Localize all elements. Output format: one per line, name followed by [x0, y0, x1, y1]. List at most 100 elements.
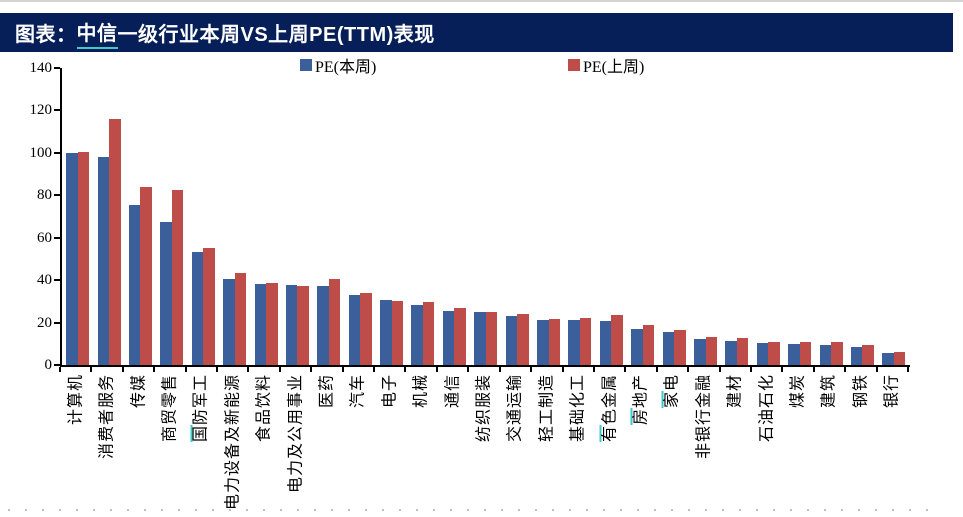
bar-pe-this-week	[191, 251, 204, 365]
bar-pe-this-week	[160, 222, 172, 365]
bar-pe-this-week	[223, 279, 235, 365]
bar-pe-this-week	[97, 156, 110, 365]
bar-pe-last-week	[77, 152, 90, 365]
chart-title-link[interactable]: 中信	[76, 17, 118, 49]
chart-title-prefix: 图表：	[15, 24, 77, 46]
bar-series-container	[62, 68, 910, 365]
bar-pe-last-week	[579, 317, 592, 365]
bar-pe-last-week	[517, 313, 529, 365]
y-axis-label: 20	[37, 314, 52, 331]
x-axis-label: 房地产	[630, 374, 650, 426]
x-axis-label: 家电	[661, 374, 681, 409]
bar-group	[753, 68, 784, 365]
bar-group	[533, 68, 564, 365]
bar-pe-last-week	[203, 247, 215, 365]
bar-pe-this-week	[317, 285, 329, 365]
x-axis-tick	[247, 367, 250, 372]
x-axis-label: 轻工制造	[538, 374, 556, 443]
x-axis-label: 煤炭	[789, 374, 807, 409]
x-axis-label: 计算机	[67, 374, 85, 426]
x-axis-label: 银行	[883, 374, 901, 409]
bar-pe-last-week	[674, 330, 686, 365]
bar-pe-last-week	[454, 308, 466, 365]
x-axis-label: 基础化工	[569, 374, 587, 443]
x-axis-label: 电力设备及新能源	[224, 374, 242, 511]
bar-pe-this-week	[568, 320, 580, 365]
bar-pe-last-week	[234, 273, 247, 365]
bar-pe-this-week	[850, 346, 863, 365]
bar-pe-this-week	[756, 342, 769, 365]
y-axis-tick	[54, 151, 60, 154]
bar-group	[847, 68, 878, 365]
legend-swatch-last-week	[568, 59, 580, 71]
y-axis-label: 100	[29, 144, 53, 161]
bar-pe-last-week	[831, 342, 843, 365]
bar-group	[878, 68, 909, 365]
bar-pe-this-week	[380, 300, 392, 365]
x-axis-tick	[121, 367, 124, 372]
y-axis-tick	[54, 364, 60, 366]
legend-item-pe-last-week: PE(上周)	[568, 56, 644, 76]
bar-pe-last-week	[266, 283, 278, 365]
bar-group	[313, 68, 344, 365]
plot-area	[60, 68, 910, 367]
category-first-char-marked: 有	[599, 425, 619, 443]
bar-group	[501, 68, 532, 365]
x-axis-tick	[216, 367, 219, 372]
bar-pe-last-week	[297, 285, 309, 365]
x-axis-tick	[592, 367, 595, 372]
bar-group	[627, 68, 658, 365]
y-axis-label: 60	[37, 229, 52, 246]
x-axis-tick	[404, 367, 407, 372]
bar-group	[219, 68, 250, 365]
bar-group	[345, 68, 376, 365]
x-axis-tick	[749, 367, 752, 372]
bar-pe-this-week	[882, 353, 894, 365]
x-axis-tick	[435, 367, 438, 372]
bar-pe-last-week	[171, 190, 184, 365]
bar-pe-this-week	[631, 329, 643, 365]
y-axis-tick	[54, 194, 60, 197]
bar-group	[93, 68, 124, 365]
x-axis-label: 医药	[318, 374, 336, 409]
bar-pe-this-week	[819, 344, 832, 365]
category-first-char-marked: 国	[190, 425, 210, 443]
x-axis-tick	[184, 367, 187, 372]
bar-pe-this-week	[694, 339, 706, 365]
bar-group	[62, 68, 93, 365]
x-axis-label: 汽车	[349, 374, 367, 409]
bar-group	[282, 68, 313, 365]
top-divider-rule	[0, 0, 963, 2]
bar-pe-last-week	[611, 315, 623, 365]
bar-pe-last-week	[360, 293, 372, 365]
chart-title-text: 一级行业本周VS上周PE(TTM)表现	[117, 24, 435, 46]
x-axis-tick	[530, 367, 533, 372]
x-axis-tick	[153, 367, 156, 372]
bar-pe-last-week	[548, 318, 561, 365]
x-axis-tick	[907, 367, 909, 372]
y-axis-tick	[54, 109, 60, 112]
bar-pe-this-week	[442, 310, 455, 365]
chart-title-banner: 图表： 中信 一级行业本周VS上周PE(TTM)表现	[0, 13, 953, 52]
x-axis-tick	[875, 367, 878, 372]
x-axis-tick	[467, 367, 470, 372]
x-axis-label: 建筑	[820, 374, 838, 409]
legend-item-pe-this-week: PE(本周)	[300, 56, 376, 76]
bar-pe-this-week	[662, 332, 675, 365]
bar-pe-this-week	[537, 320, 549, 365]
y-axis-label: 0	[44, 357, 53, 373]
bar-group	[721, 68, 752, 365]
bar-pe-this-week	[348, 294, 361, 365]
x-axis-tick	[498, 367, 501, 372]
bar-group	[188, 68, 219, 365]
bar-pe-last-week	[705, 337, 717, 365]
x-axis-tick	[655, 367, 658, 372]
x-axis-tick	[781, 367, 784, 372]
x-axis-label: 机械	[412, 374, 430, 409]
category-first-char-marked: 房	[630, 408, 650, 426]
x-axis-tick	[90, 367, 93, 372]
y-axis-tick	[54, 236, 60, 239]
y-axis-tick	[54, 321, 60, 324]
bar-group	[439, 68, 470, 365]
